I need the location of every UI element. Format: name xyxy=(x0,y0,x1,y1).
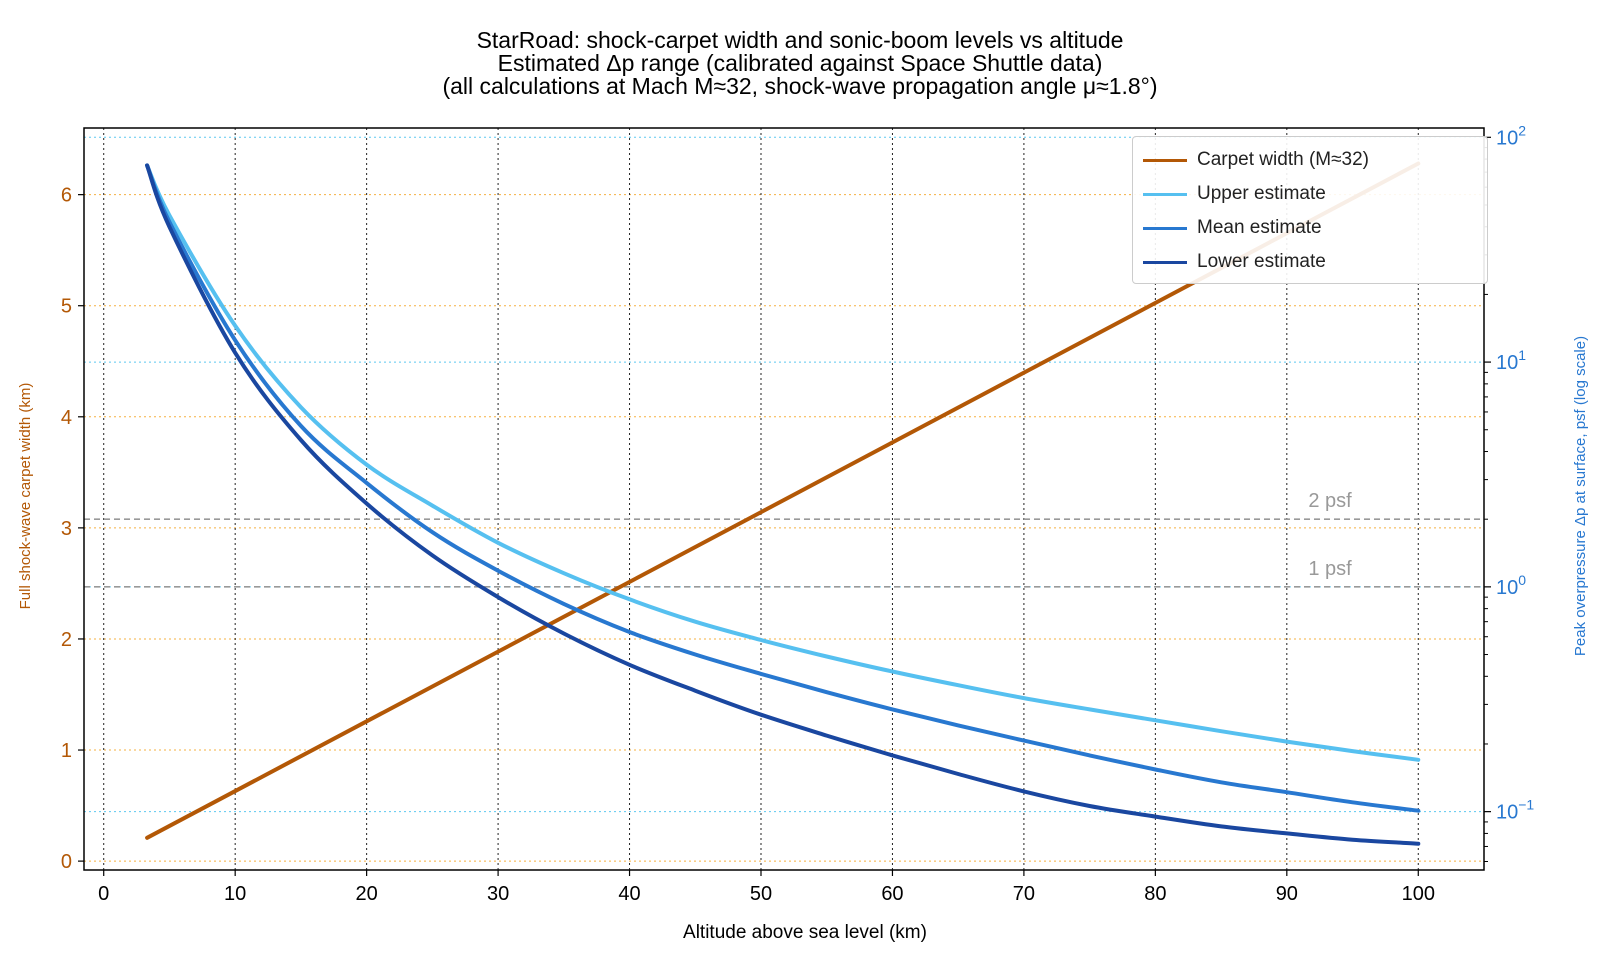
y-right-tick-label: 102 xyxy=(1496,122,1526,149)
reference-lines: 2 psf 1 psf xyxy=(84,490,1484,588)
chart-subtitle-1: Estimated Δp range (calibrated against S… xyxy=(497,50,1103,76)
x-tick-label: 100 xyxy=(1402,883,1435,905)
legend-label: Lower estimate xyxy=(1197,251,1326,272)
reference-line-label: 1 psf xyxy=(1308,558,1352,580)
y-right-axis-label: Peak overpressure Δp at surface, psf (lo… xyxy=(1572,336,1589,656)
plot-frame xyxy=(83,127,1485,871)
y-left-tick-label: 3 xyxy=(61,518,72,540)
legend-item-upper-estimate: Upper estimate xyxy=(1143,181,1326,207)
x-tick-label: 80 xyxy=(1144,883,1166,905)
legend-label: Mean estimate xyxy=(1197,217,1322,238)
chart-title: StarRoad: shock-carpet width and sonic-b… xyxy=(476,27,1124,53)
x-tick-label: 20 xyxy=(356,883,378,905)
y-left-tick-label: 1 xyxy=(61,740,72,762)
x-tick-label: 10 xyxy=(224,883,246,905)
x-tick-label: 70 xyxy=(1013,883,1035,905)
series-line-1 xyxy=(145,163,1421,762)
legend-item-carpet-width: Carpet width (M≈32) xyxy=(1143,147,1369,173)
chart-subtitle-2: (all calculations at Mach M≈32, shock-wa… xyxy=(442,73,1158,99)
reference-line-label: 2 psf xyxy=(1308,490,1352,512)
y-right-tick-label: 101 xyxy=(1496,347,1526,374)
legend-label: Carpet width (M≈32) xyxy=(1197,149,1369,170)
x-axis-label: Altitude above sea level (km) xyxy=(683,922,927,943)
y-left-tick-label: 6 xyxy=(61,185,72,207)
y-left-tick-label: 5 xyxy=(61,296,72,318)
x-tick-label: 30 xyxy=(487,883,509,905)
y-left-tick-label: 2 xyxy=(61,629,72,651)
series-line-3 xyxy=(145,163,1421,846)
legend-swatch-carpet-width xyxy=(1143,158,1187,162)
series-lines xyxy=(145,161,1421,846)
x-tick-label: 50 xyxy=(750,883,772,905)
y-left-tick-label: 0 xyxy=(61,851,72,873)
x-axis-ticks: 0 10 20 30 40 50 60 70 80 90 100 xyxy=(98,870,1435,905)
legend-item-mean-estimate: Mean estimate xyxy=(1143,215,1322,241)
legend: Carpet width (M≈32) Upper estimate Mean … xyxy=(1132,136,1488,284)
legend-swatch-mean-estimate xyxy=(1143,226,1187,230)
legend-label: Upper estimate xyxy=(1197,183,1326,204)
x-tick-label: 60 xyxy=(881,883,903,905)
y-left-axis-label: Full shock-wave carpet width (km) xyxy=(17,383,34,610)
x-tick-label: 40 xyxy=(618,883,640,905)
y-right-tick-label: 10−1 xyxy=(1496,797,1534,824)
y-right-tick-label: 100 xyxy=(1496,572,1526,599)
y-left-axis-ticks: 0 1 2 3 4 5 6 xyxy=(61,185,84,873)
x-tick-label: 0 xyxy=(98,883,109,905)
series-line-2 xyxy=(145,163,1421,813)
legend-swatch-lower-estimate xyxy=(1143,260,1187,264)
legend-swatch-upper-estimate xyxy=(1143,192,1187,196)
x-tick-label: 90 xyxy=(1276,883,1298,905)
legend-item-lower-estimate: Lower estimate xyxy=(1143,249,1326,275)
y-left-tick-label: 4 xyxy=(61,407,72,429)
y-right-axis-ticks: 10−1 100 101 102 xyxy=(1484,122,1534,863)
